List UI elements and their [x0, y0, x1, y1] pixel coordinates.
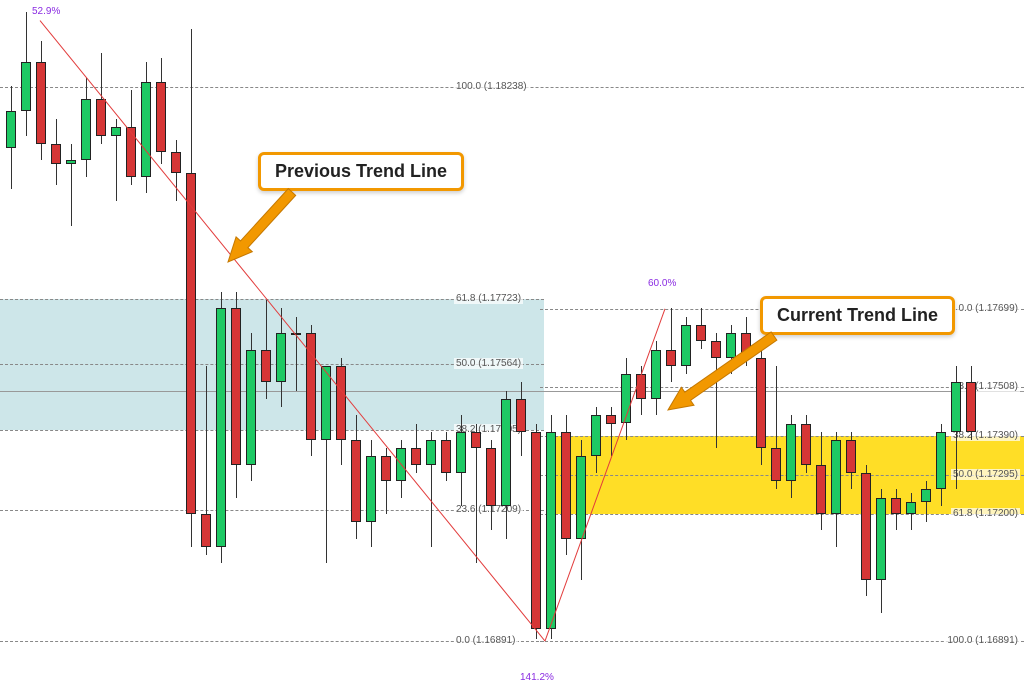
- fib-label-current: 0.0 (1.17699): [957, 303, 1021, 314]
- fib-label-current: 100.0 (1.16891): [945, 635, 1020, 646]
- candle-body: [936, 432, 946, 490]
- candle-body: [681, 325, 691, 366]
- candle-body: [861, 473, 871, 580]
- fib-label-previous: 61.8 (1.17723): [454, 293, 523, 304]
- candle-body: [576, 456, 586, 538]
- candle-body: [471, 432, 481, 448]
- candle-body: [126, 127, 136, 176]
- candle-body: [111, 127, 121, 135]
- candle-body: [21, 62, 31, 111]
- candle-body: [726, 333, 736, 358]
- fib-label-previous: 50.0 (1.17564): [454, 358, 523, 369]
- fib-label-previous: 0.0 (1.16891): [454, 635, 518, 646]
- candle-body: [351, 440, 361, 522]
- candle-body: [786, 424, 796, 482]
- candle-body: [651, 350, 661, 399]
- candlestick-chart: 100.0 (1.18238) 61.8 (1.17723) 50.0 (1.175…: [0, 0, 1024, 699]
- candle-body: [906, 502, 916, 514]
- candle-body: [501, 399, 511, 506]
- candle-body: [666, 350, 676, 366]
- candle-body: [51, 144, 61, 165]
- candle-wick: [71, 144, 72, 226]
- candle-body: [426, 440, 436, 465]
- candle-body: [96, 99, 106, 136]
- candle-body: [141, 82, 151, 177]
- candle-body: [486, 448, 496, 506]
- retracement-label: 52.9%: [32, 6, 60, 17]
- retracement-label: 60.0%: [648, 278, 676, 289]
- candle-body: [876, 498, 886, 580]
- candle-body: [411, 448, 421, 464]
- candle-body: [951, 382, 961, 431]
- candle-body: [81, 99, 91, 161]
- candle-body: [696, 325, 706, 341]
- fib-label-current: 61.8 (1.17200): [951, 508, 1020, 519]
- candle-body: [66, 160, 76, 164]
- fib-label-current: 38.2 (1.17390): [951, 430, 1020, 441]
- candle-body: [921, 489, 931, 501]
- fib-label-previous: 100.0 (1.18238): [454, 81, 529, 92]
- candle-body: [756, 358, 766, 448]
- horizontal-guide: [0, 391, 1024, 392]
- retracement-label: 141.2%: [520, 672, 554, 683]
- candle-body: [441, 440, 451, 473]
- candle-body: [561, 432, 571, 539]
- candle-wick: [671, 308, 672, 382]
- candle-wick: [296, 317, 297, 391]
- candle-body: [606, 415, 616, 423]
- candle-body: [306, 333, 316, 440]
- candle-body: [801, 424, 811, 465]
- candle-body: [396, 448, 406, 481]
- candle-body: [636, 374, 646, 399]
- candle-body: [831, 440, 841, 514]
- callout-current: Current Trend Line: [760, 296, 955, 335]
- candle-body: [891, 498, 901, 514]
- candle-body: [291, 333, 301, 335]
- candle-body: [771, 448, 781, 481]
- fib-label-current: 50.0 (1.17295): [951, 469, 1020, 480]
- candle-body: [816, 465, 826, 514]
- candle-body: [246, 350, 256, 465]
- candle-body: [531, 432, 541, 629]
- candle-body: [966, 382, 976, 431]
- candle-body: [36, 62, 46, 144]
- candle-body: [456, 432, 466, 473]
- candle-body: [846, 440, 856, 473]
- candle-body: [276, 333, 286, 382]
- fib-label-current: 23.6 (1.17508): [951, 381, 1020, 392]
- candle-body: [621, 374, 631, 423]
- candle-body: [261, 350, 271, 383]
- candle-body: [336, 366, 346, 440]
- candle-body: [6, 111, 16, 148]
- candle-body: [171, 152, 181, 173]
- candle-body: [381, 456, 391, 481]
- candle-body: [186, 173, 196, 514]
- candle-body: [366, 456, 376, 522]
- candle-body: [201, 514, 211, 547]
- callout-previous: Previous Trend Line: [258, 152, 464, 191]
- candle-body: [321, 366, 331, 440]
- candle-body: [516, 399, 526, 432]
- candle-body: [546, 432, 556, 629]
- candle-body: [741, 333, 751, 358]
- candle-body: [711, 341, 721, 357]
- candle-body: [591, 415, 601, 456]
- fib-label-previous: 23.6 (1.17209): [454, 504, 523, 515]
- candle-body: [231, 308, 241, 464]
- candle-body: [156, 82, 166, 152]
- candle-body: [216, 308, 226, 546]
